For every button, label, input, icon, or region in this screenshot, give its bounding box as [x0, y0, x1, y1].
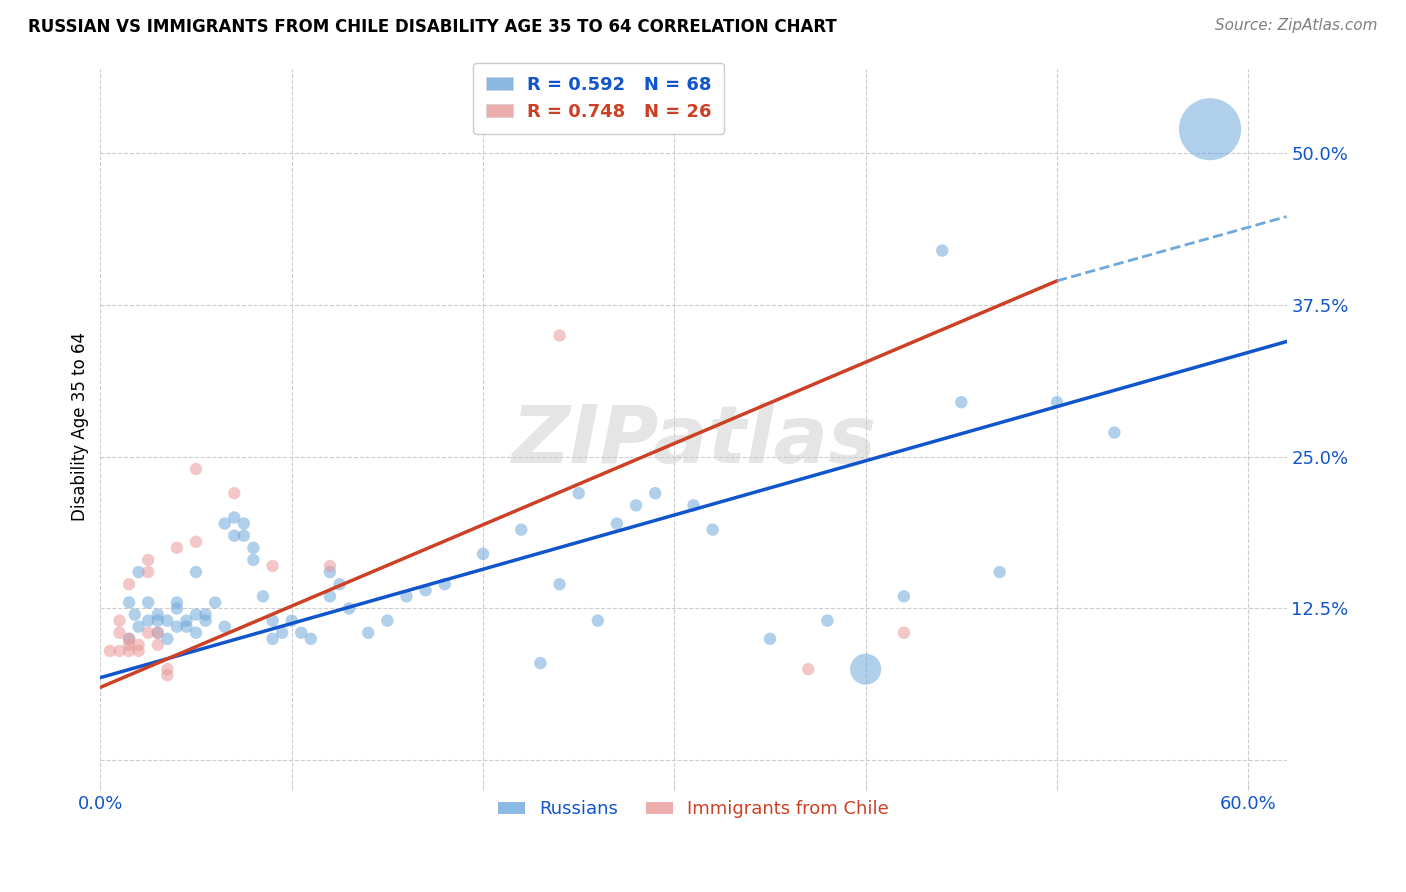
- Point: [290, 625, 312, 640]
- Point: [242, 553, 264, 567]
- Point: [319, 559, 342, 574]
- Point: [510, 523, 533, 537]
- Point: [176, 620, 198, 634]
- Point: [156, 632, 179, 646]
- Point: [166, 620, 188, 634]
- Point: [128, 644, 150, 658]
- Point: [166, 541, 188, 555]
- Point: [224, 486, 246, 500]
- Point: [548, 328, 571, 343]
- Point: [319, 590, 342, 604]
- Point: [98, 644, 121, 658]
- Point: [136, 614, 159, 628]
- Point: [893, 590, 915, 604]
- Point: [128, 638, 150, 652]
- Point: [118, 632, 141, 646]
- Point: [224, 529, 246, 543]
- Point: [759, 632, 782, 646]
- Point: [166, 601, 188, 615]
- Point: [166, 595, 188, 609]
- Point: [262, 559, 284, 574]
- Point: [950, 395, 973, 409]
- Point: [548, 577, 571, 591]
- Point: [194, 614, 217, 628]
- Point: [184, 534, 207, 549]
- Point: [893, 625, 915, 640]
- Point: [146, 614, 169, 628]
- Point: [128, 620, 150, 634]
- Point: [184, 607, 207, 622]
- Point: [194, 607, 217, 622]
- Point: [156, 668, 179, 682]
- Point: [128, 565, 150, 579]
- Point: [624, 499, 647, 513]
- Point: [118, 577, 141, 591]
- Point: [108, 614, 131, 628]
- Point: [124, 607, 146, 622]
- Point: [855, 662, 877, 676]
- Point: [529, 656, 551, 670]
- Point: [1199, 122, 1222, 136]
- Point: [118, 644, 141, 658]
- Point: [118, 595, 141, 609]
- Legend: Russians, Immigrants from Chile: Russians, Immigrants from Chile: [491, 793, 896, 825]
- Point: [184, 565, 207, 579]
- Point: [337, 601, 360, 615]
- Point: [146, 625, 169, 640]
- Point: [682, 499, 704, 513]
- Point: [568, 486, 591, 500]
- Point: [204, 595, 226, 609]
- Point: [252, 590, 274, 604]
- Point: [232, 529, 254, 543]
- Point: [262, 632, 284, 646]
- Text: ZIPatlas: ZIPatlas: [510, 401, 876, 480]
- Point: [931, 244, 953, 258]
- Point: [146, 607, 169, 622]
- Point: [586, 614, 609, 628]
- Point: [118, 632, 141, 646]
- Point: [136, 595, 159, 609]
- Point: [606, 516, 628, 531]
- Point: [146, 625, 169, 640]
- Point: [242, 541, 264, 555]
- Point: [232, 516, 254, 531]
- Point: [319, 565, 342, 579]
- Point: [136, 565, 159, 579]
- Point: [118, 638, 141, 652]
- Text: RUSSIAN VS IMMIGRANTS FROM CHILE DISABILITY AGE 35 TO 64 CORRELATION CHART: RUSSIAN VS IMMIGRANTS FROM CHILE DISABIL…: [28, 18, 837, 36]
- Point: [156, 614, 179, 628]
- Point: [415, 583, 437, 598]
- Point: [988, 565, 1011, 579]
- Point: [176, 614, 198, 628]
- Point: [797, 662, 820, 676]
- Point: [815, 614, 838, 628]
- Point: [136, 625, 159, 640]
- Point: [214, 620, 236, 634]
- Point: [108, 625, 131, 640]
- Point: [184, 625, 207, 640]
- Point: [271, 625, 294, 640]
- Point: [357, 625, 380, 640]
- Point: [375, 614, 398, 628]
- Point: [395, 590, 418, 604]
- Y-axis label: Disability Age 35 to 64: Disability Age 35 to 64: [72, 332, 89, 521]
- Point: [299, 632, 322, 646]
- Point: [433, 577, 456, 591]
- Point: [472, 547, 495, 561]
- Point: [184, 462, 207, 476]
- Point: [644, 486, 666, 500]
- Point: [262, 614, 284, 628]
- Point: [1104, 425, 1126, 440]
- Point: [214, 516, 236, 531]
- Point: [280, 614, 302, 628]
- Point: [108, 644, 131, 658]
- Point: [224, 510, 246, 524]
- Point: [1046, 395, 1069, 409]
- Point: [328, 577, 350, 591]
- Point: [156, 662, 179, 676]
- Point: [136, 553, 159, 567]
- Text: Source: ZipAtlas.com: Source: ZipAtlas.com: [1215, 18, 1378, 33]
- Point: [702, 523, 724, 537]
- Point: [146, 638, 169, 652]
